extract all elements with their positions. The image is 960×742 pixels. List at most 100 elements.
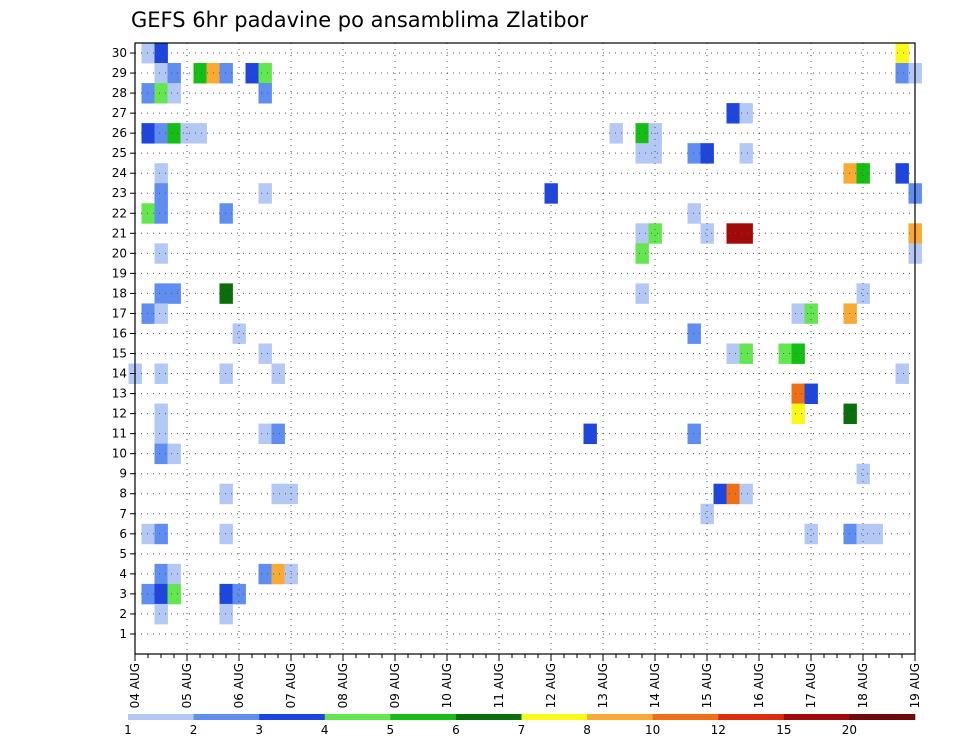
heatmap-cell [778, 343, 792, 364]
x-tick-label: 13 AUG [596, 663, 610, 708]
heatmap-cell [154, 563, 168, 585]
y-tick-label: 15 [112, 347, 127, 361]
colorbar-swatch [718, 714, 785, 720]
y-tick-label: 9 [119, 467, 127, 481]
colorbar-swatch [390, 714, 457, 720]
y-tick-label: 24 [112, 166, 127, 180]
colorbar-swatch [324, 714, 391, 720]
colorbar-label: 4 [321, 723, 329, 737]
heatmap-cell [141, 43, 155, 64]
heatmap-cell [895, 363, 909, 384]
heatmap-cell [154, 163, 168, 184]
heatmap-cell [258, 563, 272, 585]
y-tick-label: 6 [119, 527, 127, 541]
colorbar-swatch [849, 714, 916, 720]
heatmap-cell [739, 103, 753, 124]
y-tick-label: 17 [112, 306, 127, 320]
heatmap-cell [219, 603, 233, 625]
y-tick-label: 18 [112, 286, 127, 300]
colorbar-swatch [652, 714, 719, 720]
colorbar-legend: 1 2 3 4 5 6 7 8 10 12 15 20 [124, 714, 916, 737]
heatmap-cell [648, 143, 662, 164]
heatmap-cell [635, 123, 649, 144]
heatmap-cell [154, 303, 168, 324]
heatmap-cell [804, 383, 818, 404]
colorbar-label: 20 [842, 723, 857, 737]
colorbar-label: 15 [776, 723, 791, 737]
heatmap-cell [856, 283, 870, 304]
y-tick-label: 14 [112, 367, 127, 381]
heatmap-cell [258, 83, 272, 104]
heatmap-cell [258, 343, 272, 364]
colorbar-swatch [128, 714, 194, 720]
heatmap-cell [154, 243, 168, 264]
y-tick-label: 1 [119, 627, 127, 641]
heatmap-cell [791, 303, 805, 324]
x-tick-label: 19 AUG [908, 663, 922, 708]
heatmap-cell [271, 363, 285, 384]
heatmap-cell [167, 583, 181, 605]
y-tick-label: 26 [112, 126, 127, 140]
colorbar-label: 12 [711, 723, 726, 737]
x-tick-label: 17 AUG [804, 663, 818, 708]
heatmap-cell [700, 143, 714, 164]
y-tick-label: 27 [112, 106, 127, 120]
heatmap-cell [154, 403, 168, 425]
heatmap-cell [609, 123, 623, 144]
heatmap-cell [804, 523, 818, 545]
heatmap-cell [167, 563, 181, 585]
heatmap-cell [154, 83, 168, 104]
heatmap-cell [154, 363, 168, 384]
y-tick-label: 25 [112, 146, 127, 160]
heatmap-cell [635, 243, 649, 264]
heatmap-cell [232, 323, 246, 344]
colorbar-swatch [259, 714, 326, 720]
heatmap-cell [258, 423, 272, 445]
x-tick-label: 11 AUG [492, 663, 506, 708]
heatmap-cell [258, 63, 272, 84]
heatmap-cell [895, 63, 909, 84]
colorbar-label: 6 [452, 723, 460, 737]
heatmap-cell [271, 563, 285, 585]
x-tick-label: 08 AUG [336, 663, 350, 708]
y-tick-label: 3 [119, 587, 127, 601]
colorbar-label: 8 [583, 723, 591, 737]
y-tick-label: 28 [112, 86, 127, 100]
y-tick-label: 19 [112, 266, 127, 280]
heatmap-cell [713, 483, 727, 505]
heatmap-cell [141, 523, 155, 545]
heatmap-cell [739, 223, 753, 244]
heatmap-cell [791, 383, 805, 404]
y-tick-label: 7 [119, 507, 127, 521]
heatmap-cell [271, 423, 285, 445]
colorbar-label: 5 [387, 723, 395, 737]
y-tick-label: 21 [112, 226, 127, 240]
heatmap-cell [895, 163, 909, 184]
x-tick-label: 12 AUG [544, 663, 558, 708]
heatmap-cell [219, 283, 233, 304]
heatmap-cell [700, 223, 714, 244]
grid-lines [135, 43, 915, 654]
colorbar-label: 7 [518, 723, 526, 737]
x-tick-label: 10 AUG [440, 663, 454, 708]
heatmap-cell [167, 123, 181, 144]
y-tick-label: 29 [112, 66, 127, 80]
y-tick-label: 23 [112, 186, 127, 200]
heatmap-cell [219, 583, 233, 605]
heatmap-cell [791, 343, 805, 364]
colorbar-swatch [455, 714, 522, 720]
heatmap-cell [635, 283, 649, 304]
heatmap-cell [583, 423, 597, 445]
heatmap-cell [700, 503, 714, 525]
colorbar-swatch [521, 714, 588, 720]
heatmap-cell [687, 203, 701, 224]
heatmap-cell [856, 163, 870, 184]
y-tick-label: 16 [112, 326, 127, 340]
heatmap-cell [141, 123, 155, 144]
heatmap-cell [167, 283, 181, 304]
heatmap-cell [154, 183, 168, 204]
heatmap-cell [154, 523, 168, 545]
heatmap-cell [856, 463, 870, 485]
x-tick-label: 05 AUG [180, 663, 194, 708]
x-axis-dates: 04 AUG 05 AUG 06 AUG 07 AUG 08 AUG 09 AUG 10 A… [128, 654, 922, 708]
